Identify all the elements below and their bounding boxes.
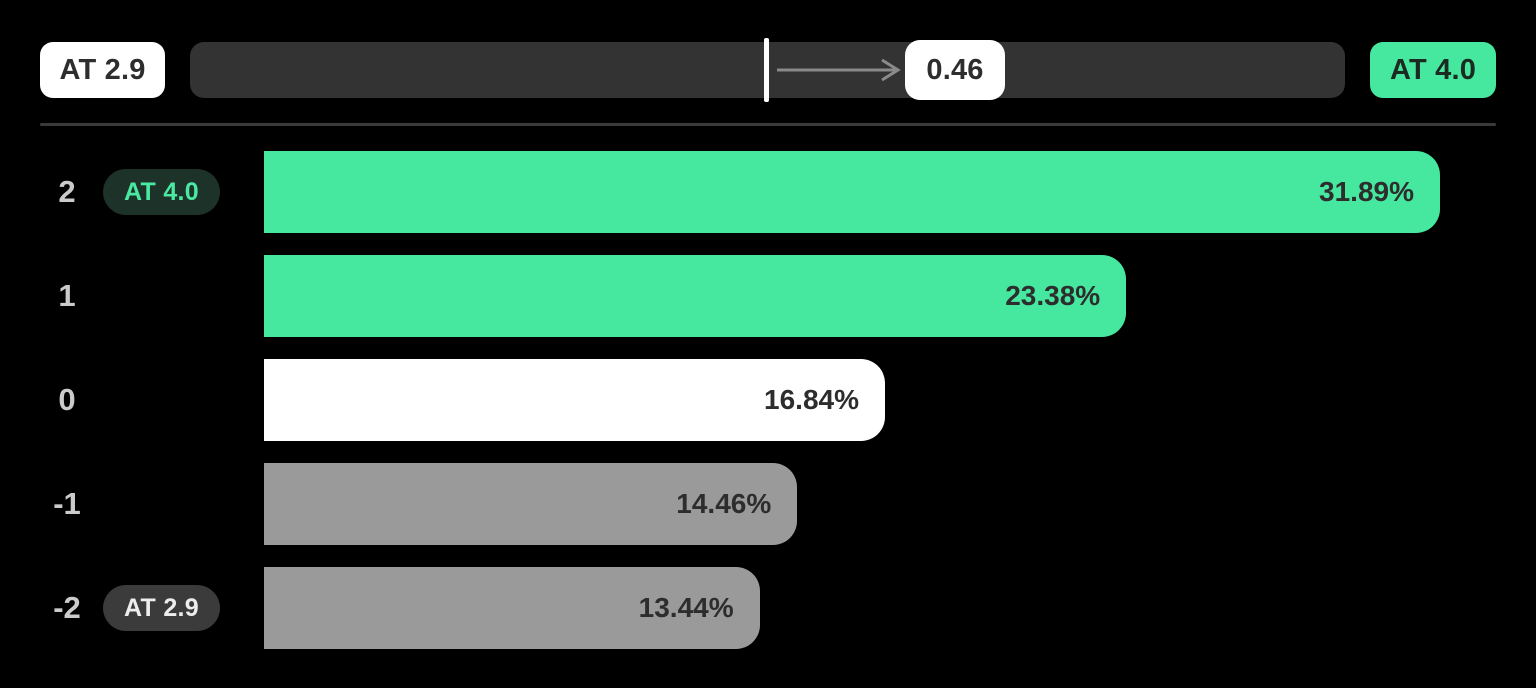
chart-row: -2 AT 2.9 13.44% [0, 567, 1536, 649]
bar-value-label: 23.38% [1005, 280, 1101, 311]
arrow-right-icon [777, 58, 901, 82]
chart-row: -1 14.46% [0, 463, 1536, 545]
row-label: 0 [58, 382, 76, 417]
bar: 14.46% [264, 463, 798, 545]
right-version-chip[interactable]: AT 4.0 [1370, 42, 1496, 98]
bar: 16.84% [264, 359, 885, 441]
left-version-chip[interactable]: AT 2.9 [40, 42, 165, 98]
row-badge-at-2-9: AT 2.9 [103, 585, 220, 631]
bar-value-label: 31.89% [1319, 176, 1414, 207]
bar-area: 16.84% [264, 359, 1440, 441]
bar-area: 13.44% [264, 567, 1440, 649]
slider-value-pill: 0.46 [905, 40, 1005, 100]
bar-area: 31.89% [264, 151, 1440, 233]
bar-value-label: 13.44% [638, 592, 734, 623]
row-badge-at-4-0: AT 4.0 [103, 169, 220, 215]
bar: 13.44% [264, 567, 760, 649]
chart-row: 2 AT 4.0 31.89% [0, 151, 1536, 233]
bar: 23.38% [264, 255, 1127, 337]
row-label: -1 [53, 486, 81, 521]
bar-value-label: 16.84% [764, 384, 859, 415]
divider [40, 123, 1496, 126]
row-label: -2 [53, 590, 81, 625]
slider-marker[interactable] [764, 38, 769, 102]
row-label: 1 [58, 278, 76, 313]
row-label: 2 [58, 174, 76, 209]
bar-value-label: 14.46% [676, 488, 772, 519]
bar: 31.89% [264, 151, 1440, 233]
chart-row: 1 23.38% [0, 255, 1536, 337]
chart-row: 0 16.84% [0, 359, 1536, 441]
bar-area: 23.38% [264, 255, 1440, 337]
bar-area: 14.46% [264, 463, 1440, 545]
